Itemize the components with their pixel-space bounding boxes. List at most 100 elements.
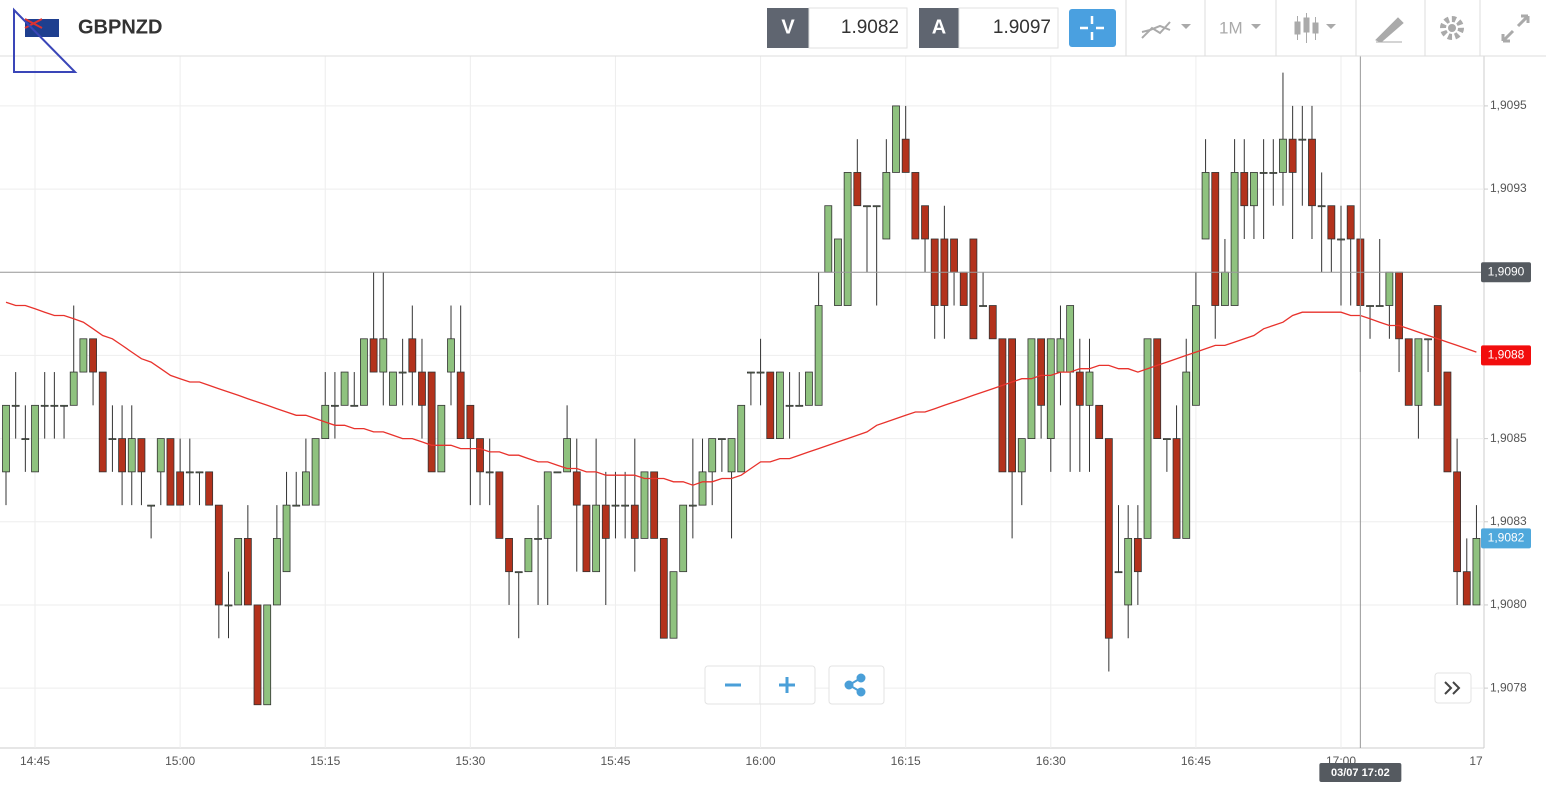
candle-body bbox=[882, 172, 891, 240]
scroll-right-button[interactable] bbox=[1444, 681, 1461, 695]
candle-body bbox=[611, 504, 620, 507]
candle-body bbox=[1279, 138, 1287, 173]
candle-body bbox=[1221, 271, 1229, 306]
candle-body bbox=[1462, 571, 1471, 606]
draw-button[interactable] bbox=[1375, 17, 1404, 43]
candle-body bbox=[524, 538, 533, 573]
chart-type-button[interactable] bbox=[1141, 21, 1171, 39]
x-tick-label: 16:00 bbox=[746, 754, 776, 768]
candle-body bbox=[901, 138, 910, 173]
zoom-in-button[interactable] bbox=[779, 677, 795, 693]
candle-body bbox=[505, 538, 513, 573]
candle-body bbox=[1124, 538, 1133, 606]
candle-body bbox=[1027, 338, 1036, 439]
candle-body bbox=[156, 438, 165, 473]
candle-body bbox=[79, 338, 88, 373]
candle-body bbox=[1433, 305, 1442, 406]
candle-body bbox=[698, 471, 707, 506]
candle-body bbox=[756, 371, 765, 374]
candle-body bbox=[485, 471, 494, 474]
ask-button[interactable] bbox=[919, 8, 959, 48]
candle-body bbox=[543, 471, 552, 539]
dropdown-arrow bbox=[1251, 24, 1261, 29]
candle-body bbox=[601, 504, 610, 539]
zoom-controls bbox=[704, 665, 1472, 705]
candle-body bbox=[592, 504, 601, 573]
candle-body bbox=[1298, 138, 1307, 141]
candle-body bbox=[621, 504, 630, 507]
candle-body bbox=[253, 604, 262, 706]
crosshair-x-label-bg bbox=[1319, 763, 1402, 782]
x-tick-label: 16:15 bbox=[891, 754, 921, 768]
candle-body bbox=[1385, 271, 1394, 306]
candle-body bbox=[563, 438, 571, 473]
candle-body bbox=[514, 571, 523, 574]
candle-body bbox=[1114, 571, 1123, 574]
candle-body bbox=[418, 371, 426, 406]
candle-body bbox=[340, 371, 349, 406]
candle-body bbox=[1404, 338, 1413, 406]
candle-body bbox=[988, 305, 997, 340]
candle-body bbox=[1056, 338, 1065, 373]
candles-button[interactable] bbox=[1294, 13, 1319, 43]
dropdown-arrow bbox=[1181, 24, 1191, 29]
candle-body bbox=[534, 538, 542, 540]
bid-button[interactable] bbox=[767, 8, 809, 48]
candle-body bbox=[1337, 238, 1345, 241]
candle-body bbox=[814, 305, 823, 406]
candle-body bbox=[1443, 371, 1452, 473]
candle-body bbox=[1288, 138, 1297, 173]
crosshair-y-label: 1,9090 bbox=[1488, 264, 1525, 278]
candle-body bbox=[350, 404, 359, 407]
candle-body bbox=[98, 371, 107, 473]
candle-body bbox=[389, 371, 397, 406]
crosshair-button[interactable] bbox=[1069, 9, 1116, 47]
x-tick-label: 17 bbox=[1469, 754, 1483, 768]
candle-body bbox=[1017, 438, 1026, 473]
ask-box bbox=[958, 7, 1059, 49]
candle-body bbox=[1414, 338, 1423, 406]
candle-body bbox=[979, 305, 987, 307]
moving-average-line bbox=[5, 301, 1477, 486]
candle-body bbox=[282, 504, 291, 573]
candle-body bbox=[1346, 205, 1355, 240]
settings-button[interactable] bbox=[1440, 16, 1464, 40]
ma-last-label-bg bbox=[1481, 345, 1531, 366]
candle-body bbox=[176, 471, 185, 506]
ask-label: A bbox=[932, 16, 946, 38]
x-tick-label: 15:00 bbox=[165, 754, 195, 768]
candle-body bbox=[1162, 438, 1171, 440]
fullscreen-button[interactable] bbox=[1501, 14, 1530, 43]
candle-body bbox=[1153, 338, 1162, 439]
candle-body bbox=[659, 538, 668, 639]
candle-body bbox=[998, 338, 1007, 473]
share-button[interactable] bbox=[844, 673, 866, 697]
candle-body bbox=[1133, 538, 1142, 573]
last-price-label: 1,9082 bbox=[1488, 531, 1525, 545]
last-price-label-bg bbox=[1481, 528, 1531, 549]
candle-body bbox=[224, 604, 233, 607]
candle-body bbox=[243, 538, 252, 606]
candle-body bbox=[1269, 172, 1278, 174]
scroll-box bbox=[1434, 672, 1472, 704]
candle-body bbox=[950, 238, 958, 273]
x-tick-label: 16:45 bbox=[1181, 754, 1211, 768]
candle-body bbox=[476, 438, 484, 473]
candle-body bbox=[679, 504, 688, 573]
x-tick-label: 15:30 bbox=[455, 754, 485, 768]
y-tick-label: 1,9078 bbox=[1490, 680, 1527, 694]
timeframe-button[interactable]: 1M bbox=[1219, 18, 1243, 37]
candle-body bbox=[1085, 371, 1094, 406]
candle-body bbox=[1250, 172, 1258, 207]
candle-body bbox=[447, 338, 455, 373]
candle-body bbox=[785, 404, 794, 407]
candle-body bbox=[195, 471, 204, 474]
candle-body bbox=[1472, 538, 1481, 606]
bid-label: V bbox=[781, 16, 795, 38]
candle-body bbox=[572, 471, 581, 506]
symbol: GBPNZD bbox=[78, 16, 162, 38]
y-tick-label: 1,9080 bbox=[1490, 597, 1527, 611]
candle-body bbox=[708, 438, 717, 473]
candle-body bbox=[408, 338, 417, 373]
